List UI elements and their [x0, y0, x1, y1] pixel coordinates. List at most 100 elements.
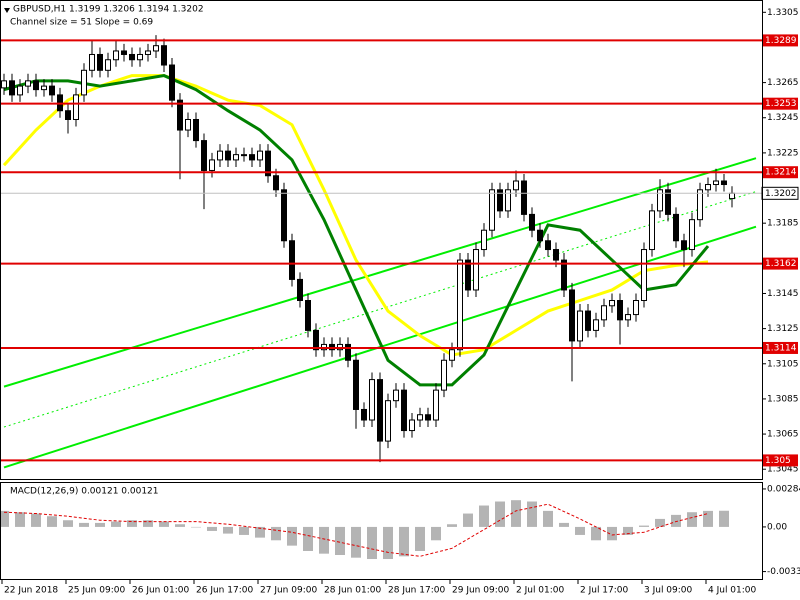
candle-body	[297, 278, 303, 302]
current-price-label: 1.3202	[765, 189, 797, 199]
candle-body	[417, 414, 423, 421]
macd-bar	[303, 526, 313, 551]
candle-body	[17, 85, 23, 96]
x-tick-label: 27 Jun 09:00	[260, 586, 317, 596]
candle-body	[625, 314, 631, 321]
macd-bar	[319, 526, 329, 554]
candle-body	[281, 189, 287, 242]
y-tick-label: 1.3065	[767, 430, 799, 440]
trendline	[3, 191, 757, 428]
candle-body	[609, 300, 615, 307]
macd-bar	[655, 518, 665, 527]
candle-body	[649, 210, 655, 251]
level-label: 1.305	[765, 456, 791, 466]
candle-body	[129, 53, 135, 61]
macd-bar	[447, 524, 457, 527]
macd-bar	[63, 520, 73, 527]
candle-body	[561, 259, 567, 291]
candle-body	[441, 359, 447, 391]
price-panel-frame	[0, 0, 763, 480]
macd-bar	[143, 520, 153, 527]
macd-bar	[463, 513, 473, 527]
candle-body	[449, 349, 455, 361]
candle-body	[401, 389, 407, 432]
macd-bar	[175, 524, 185, 527]
candle-body	[137, 53, 143, 61]
macd-bar	[527, 501, 537, 527]
macd-bar	[367, 526, 377, 560]
macd-bar	[671, 514, 681, 527]
macd-bar	[639, 525, 649, 527]
candle-body	[569, 289, 575, 342]
macd-bar	[607, 526, 617, 541]
candle-body	[1, 80, 7, 89]
x-tick-label: 25 Jun 09:00	[68, 586, 125, 596]
candle-body	[361, 408, 367, 421]
candle-body	[73, 94, 79, 120]
x-tick-label: 26 Jun 01:00	[132, 586, 189, 596]
x-tick-label: 4 Jul 01:00	[708, 586, 757, 596]
candle-body	[153, 45, 159, 52]
candle-body	[585, 310, 591, 331]
candle-body	[377, 379, 383, 442]
candle-body	[393, 389, 399, 402]
candle-body	[513, 180, 519, 191]
macd-bar	[431, 526, 441, 541]
candle-body	[681, 240, 687, 251]
candle-body	[217, 150, 223, 161]
candle-body	[49, 85, 55, 96]
macd-bar	[191, 526, 201, 528]
candle-body	[177, 99, 183, 131]
macd-bar	[479, 505, 489, 527]
level-label: 1.3162	[765, 259, 797, 269]
macd-bar	[415, 526, 425, 551]
candle-body	[265, 150, 271, 177]
macd-bar	[623, 526, 633, 535]
candle-body	[113, 50, 119, 61]
macd-bar	[271, 526, 281, 541]
y-tick-label: 1.3045	[767, 465, 799, 475]
macd-y-tick-label: 0.00284	[767, 484, 800, 494]
plot-layer: 1.3305 1.3265 1.3245 1.3225 1.3185 1.3145 1.31…	[0, 8, 800, 596]
candle-body	[145, 50, 151, 55]
x-tick-label: 22 Jun 2018	[4, 586, 58, 596]
candle-body	[225, 150, 231, 161]
candle-body	[601, 305, 607, 321]
x-tick-label: 3 Jul 09:00	[644, 586, 693, 596]
y-tick-label: 1.3125	[767, 324, 799, 334]
macd-bar	[207, 526, 217, 531]
y-tick-label: 1.3245	[767, 113, 799, 123]
level-label: 1.3114	[765, 343, 797, 353]
y-tick-label: 1.3085	[767, 394, 799, 404]
macd-bar	[703, 510, 713, 527]
macd-bar	[31, 513, 41, 527]
macd-label: MACD(12,26,9) 0.00121 0.00121	[10, 487, 159, 497]
macd-bar	[79, 522, 89, 527]
candle-body	[353, 359, 359, 410]
macd-y-tick-label: -0.00334	[767, 567, 800, 577]
macd-bar	[543, 510, 553, 527]
level-tag	[762, 34, 798, 47]
chart-subtitle: Channel size = 51 Slope = 0.69	[10, 18, 153, 28]
macd-bar	[287, 526, 297, 546]
candle-body	[457, 259, 463, 351]
x-tick-label: 28 Jun 01:00	[324, 586, 381, 596]
candle-body	[241, 154, 247, 157]
macd-bar	[399, 526, 409, 557]
candle-body	[505, 189, 511, 212]
candle-body	[249, 154, 255, 161]
macd-bar	[495, 501, 505, 527]
candle-body	[665, 189, 671, 215]
symbol-marker	[4, 8, 10, 13]
candle-body	[25, 80, 31, 87]
macd-bar	[95, 522, 105, 527]
macd-bar	[47, 516, 57, 527]
macd-bar	[159, 521, 169, 527]
candle-body	[529, 213, 535, 231]
candle-body	[385, 400, 391, 442]
y-tick-label: 1.3265	[767, 78, 799, 88]
macd-bar	[0, 510, 9, 527]
chart-title: GBPUSD,H1 1.3199 1.3206 1.3194 1.3202	[13, 5, 204, 15]
macd-bar	[559, 522, 569, 527]
